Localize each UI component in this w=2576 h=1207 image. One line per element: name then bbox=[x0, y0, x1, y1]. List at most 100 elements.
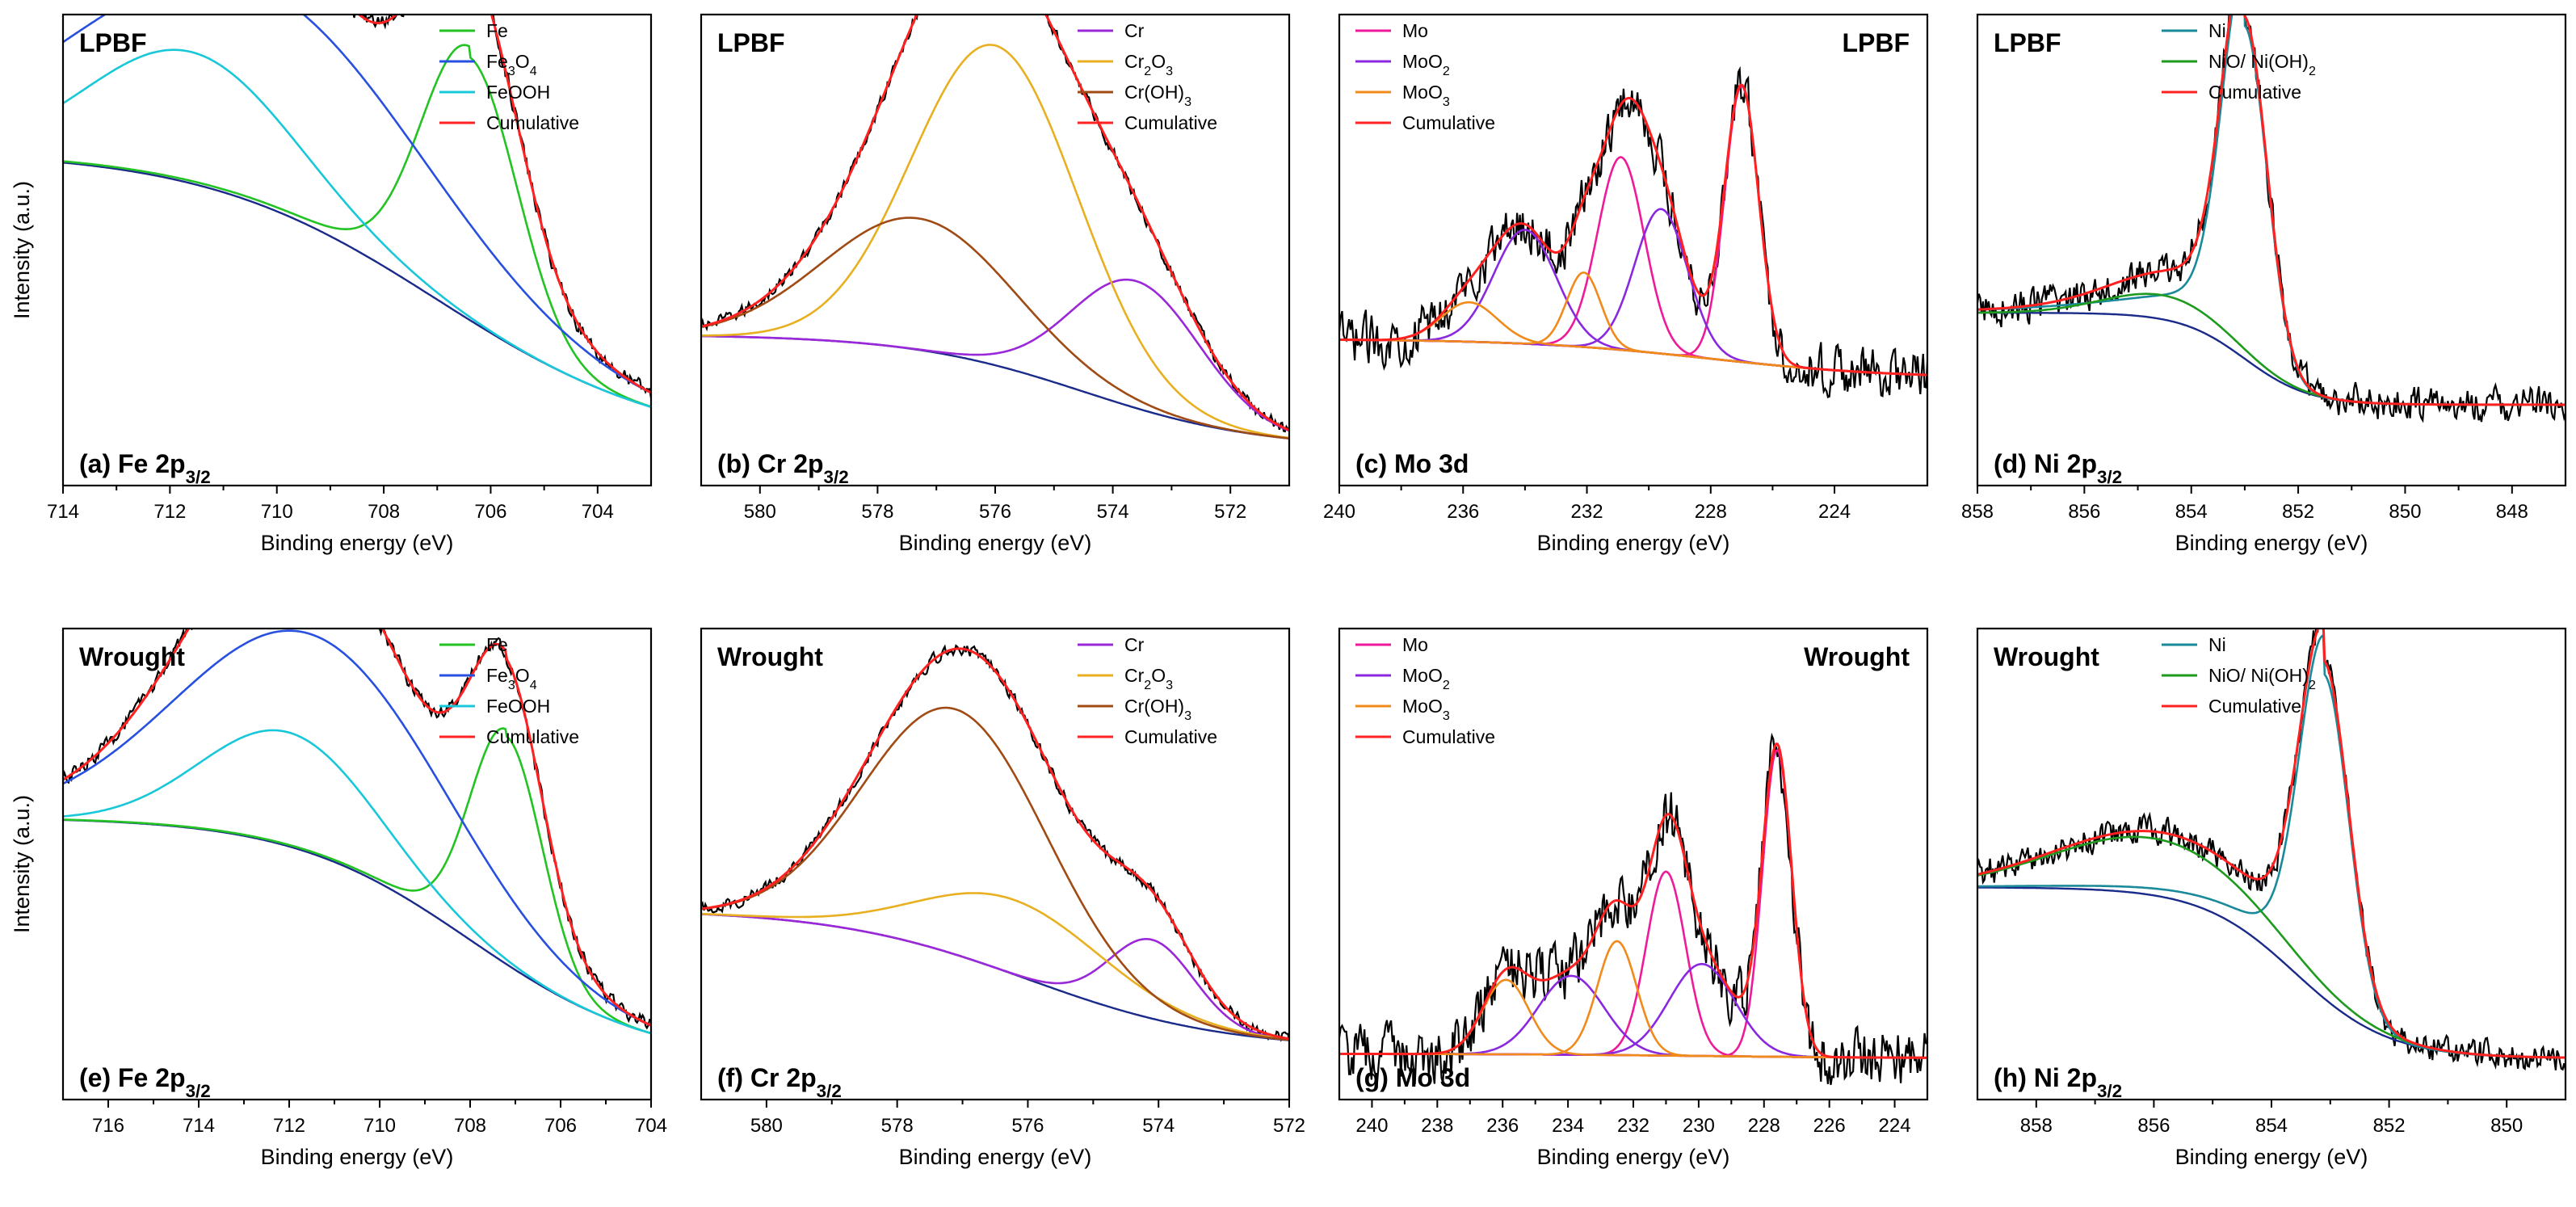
plot-frame bbox=[61, 13, 653, 487]
text-part: FeOOH bbox=[486, 82, 550, 103]
text-part: Cumulative bbox=[1402, 726, 1495, 747]
component-cr-0 bbox=[701, 913, 1289, 1041]
x-tick-label: 708 bbox=[368, 501, 400, 523]
panel-wrought-fe: 716 714 712 710 708 706 704 Binding energy (eV)… bbox=[10, 627, 667, 1169]
component-cr2o3-1 bbox=[701, 892, 1289, 1041]
x-tick-label: 852 bbox=[2373, 1115, 2406, 1137]
component-fe-0 bbox=[63, 44, 651, 408]
text-part: (g) Mo 3d bbox=[1355, 1063, 1470, 1092]
text-part: (b) Cr 2p bbox=[717, 449, 824, 478]
subscript: 3 bbox=[1443, 709, 1450, 723]
text-part: (f) Cr 2p bbox=[717, 1063, 817, 1092]
panel-label: (f) Cr 2p3/2 bbox=[717, 1063, 842, 1101]
subscript: 3 bbox=[1166, 678, 1173, 692]
text-part: Cumulative bbox=[486, 726, 579, 747]
text-part: MoO bbox=[1402, 665, 1443, 686]
legend-label: Cumulative bbox=[1402, 112, 1495, 133]
x-tick-label: 854 bbox=[2175, 501, 2208, 523]
x-tick-label: 856 bbox=[2068, 501, 2100, 523]
x-tick-label: 850 bbox=[2490, 1115, 2523, 1137]
text-part: O bbox=[1151, 51, 1166, 72]
x-tick-label: 714 bbox=[183, 1115, 215, 1137]
text-part: (h) Ni 2p bbox=[1994, 1063, 2097, 1092]
subscript: 4 bbox=[530, 678, 537, 692]
condition-label: Wrought bbox=[79, 642, 185, 671]
legend-label: Cr(OH)3 bbox=[1124, 82, 1191, 109]
x-tick-label: 230 bbox=[1683, 1115, 1715, 1137]
x-tick-label: 712 bbox=[273, 1115, 305, 1137]
subscript: 3 bbox=[1166, 64, 1173, 78]
text-part: Cumulative bbox=[486, 112, 579, 133]
subscript: 3/2 bbox=[2097, 467, 2122, 487]
subscript: 3 bbox=[508, 678, 515, 692]
panel-label: (e) Fe 2p3/2 bbox=[79, 1063, 211, 1101]
x-tick-label: 578 bbox=[881, 1115, 914, 1137]
x-tick-label: 578 bbox=[861, 501, 893, 523]
legend-label: Cumulative bbox=[486, 112, 579, 133]
curves bbox=[1339, 732, 1927, 1085]
subscript: 2 bbox=[2309, 64, 2316, 78]
text-part: Mo bbox=[1402, 634, 1428, 655]
text-part: Cumulative bbox=[1124, 112, 1217, 133]
subscript: 3/2 bbox=[186, 1081, 211, 1101]
cumulative-envelope bbox=[701, 15, 1289, 431]
text-part: (e) Fe 2p bbox=[79, 1063, 186, 1092]
x-axis-label: Binding energy (eV) bbox=[261, 1145, 454, 1169]
curves bbox=[1977, 629, 2565, 1071]
legend-label: Cumulative bbox=[1124, 726, 1217, 747]
subscript: 3 bbox=[1443, 95, 1450, 109]
panels: 714 712 710 708 706 704 Binding energy (eV) Int… bbox=[10, 13, 2567, 1169]
x-tick-label: 580 bbox=[750, 1115, 783, 1137]
legend-label: Cumulative bbox=[2208, 82, 2301, 103]
text-part: O bbox=[515, 665, 530, 686]
panel-label: (h) Ni 2p3/2 bbox=[1994, 1063, 2122, 1101]
x-tick-label: 848 bbox=[2496, 501, 2528, 523]
subscript: 3 bbox=[508, 64, 515, 78]
panel-wrought-cr: 580 578 576 574 572 Binding energy (eV) Wrough… bbox=[700, 627, 1305, 1169]
text-part: Cumulative bbox=[2208, 82, 2301, 103]
x-tick-label: 858 bbox=[1961, 501, 1994, 523]
y-axis-label: Intensity (a.u.) bbox=[10, 181, 34, 319]
condition-label: LPBF bbox=[717, 28, 785, 57]
text-part: Cr(OH) bbox=[1124, 82, 1184, 103]
panel-label: (b) Cr 2p3/2 bbox=[717, 449, 849, 487]
text-part: MoO bbox=[1402, 51, 1443, 72]
x-tick-label: 240 bbox=[1355, 1115, 1388, 1137]
curves bbox=[63, 15, 651, 408]
x-tick-label: 708 bbox=[454, 1115, 486, 1137]
cumulative-envelope bbox=[357, 15, 651, 394]
x-tick-label: 706 bbox=[474, 501, 506, 523]
text-part: Fe bbox=[486, 634, 508, 655]
legend-label: Cumulative bbox=[486, 726, 579, 747]
x-tick-label: 224 bbox=[1818, 501, 1851, 523]
curves bbox=[701, 644, 1289, 1042]
subscript: 2 bbox=[1443, 678, 1450, 692]
plot-frame bbox=[1338, 13, 1929, 487]
plot-frame bbox=[61, 627, 653, 1101]
subscript: 3/2 bbox=[817, 1081, 842, 1101]
component-fe3o4-1 bbox=[63, 15, 651, 394]
text-part: MoO bbox=[1402, 82, 1443, 103]
legend-label: Cr(OH)3 bbox=[1124, 696, 1191, 723]
legend-label: Fe bbox=[486, 634, 508, 655]
legend-label: MoO3 bbox=[1402, 82, 1450, 109]
text-part: MoO bbox=[1402, 696, 1443, 717]
subscript: 2 bbox=[1443, 64, 1450, 78]
component-cr-oh-3-2 bbox=[701, 217, 1289, 439]
x-tick-label: 856 bbox=[2137, 1115, 2170, 1137]
panel-label: (c) Mo 3d bbox=[1355, 449, 1469, 478]
panel-wrought-mo: 240 238 236 234 232 230 228 226 224 Binding energ… bbox=[1338, 627, 1929, 1169]
text-part: Cumulative bbox=[1124, 726, 1217, 747]
text-part: Fe bbox=[486, 51, 508, 72]
legend-label: MoO2 bbox=[1402, 51, 1450, 78]
legend-label: Ni bbox=[2208, 20, 2226, 41]
legend-label: Fe bbox=[486, 20, 508, 41]
legend-label: Mo bbox=[1402, 20, 1428, 41]
cumulative-envelope bbox=[1977, 629, 2565, 1059]
x-tick-label: 704 bbox=[635, 1115, 667, 1137]
condition-label: Wrought bbox=[1994, 642, 2099, 671]
text-part: Cr bbox=[1124, 20, 1145, 41]
panel-wrought-ni: 858 856 854 852 850 Binding energy (eV) Wrough… bbox=[1976, 627, 2567, 1169]
x-tick-label: 232 bbox=[1571, 501, 1603, 523]
curves bbox=[63, 629, 651, 1035]
